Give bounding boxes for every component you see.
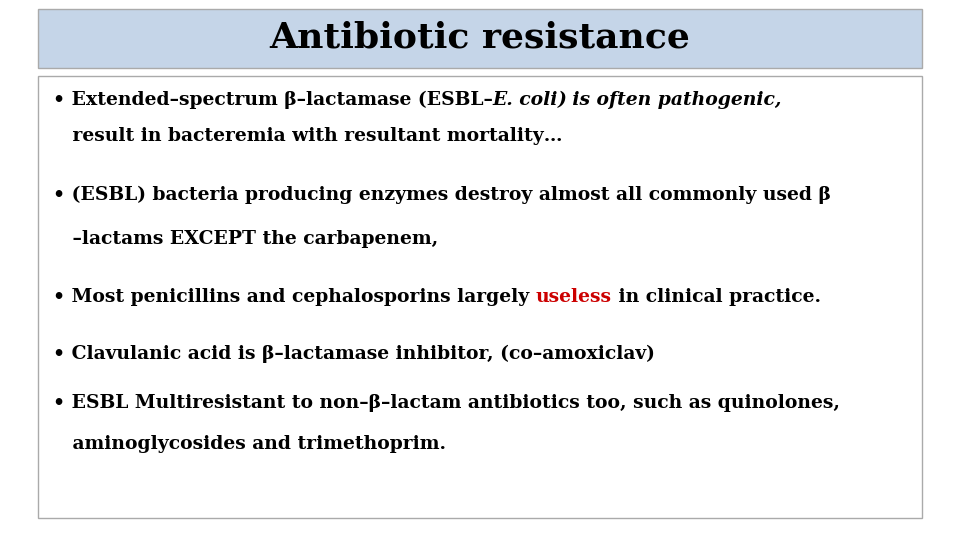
FancyBboxPatch shape [38,76,922,518]
Text: aminoglycosides and trimethoprim.: aminoglycosides and trimethoprim. [53,435,445,453]
Text: • (ESBL) bacteria producing enzymes destroy almost all commonly used β: • (ESBL) bacteria producing enzymes dest… [53,185,830,204]
FancyBboxPatch shape [38,9,922,68]
Text: in clinical practice.: in clinical practice. [612,288,821,306]
Text: Antibiotic resistance: Antibiotic resistance [270,21,690,55]
Text: useless: useless [536,288,612,306]
Text: • Extended–spectrum β–lactamase (ESBL–: • Extended–spectrum β–lactamase (ESBL– [53,91,492,109]
Text: • Clavulanic acid is β–lactamase inhibitor, (co–amoxiclav): • Clavulanic acid is β–lactamase inhibit… [53,345,655,363]
Text: E. coli: E. coli [492,91,558,109]
Text: ) is often pathogenic,: ) is often pathogenic, [558,91,782,109]
Text: • ESBL Multiresistant to non–β–lactam antibiotics too, such as quinolones,: • ESBL Multiresistant to non–β–lactam an… [53,394,840,413]
Text: result in bacteremia with resultant mortality…: result in bacteremia with resultant mort… [53,127,563,145]
Text: • Most penicillins and cephalosporins largely: • Most penicillins and cephalosporins la… [53,288,536,306]
Text: –lactams EXCEPT the carbapenem,: –lactams EXCEPT the carbapenem, [53,230,438,248]
